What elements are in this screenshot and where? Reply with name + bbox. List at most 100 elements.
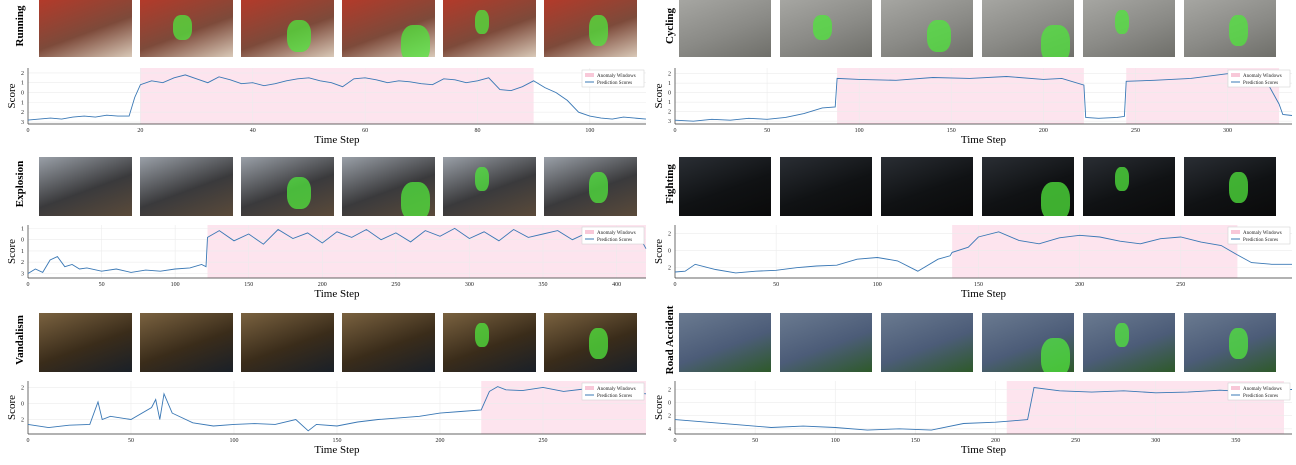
- video-frame-thumbnail: [679, 157, 771, 216]
- anomaly-window: [140, 68, 534, 124]
- chart-panel-cycling: Cycling 0 50 100 150 200 250 300 2 1 0 1 2 3 Time Step…: [648, 0, 1296, 154]
- line-chart: 0 50 100 150 200 250 300 2 1 0 1 2 3 Time Step Score An…: [653, 68, 1293, 146]
- x-tick-label: 250: [539, 438, 548, 444]
- x-tick-label: 150: [333, 438, 342, 444]
- prediction-score-line: [27, 386, 647, 432]
- legend-box: [1227, 226, 1291, 245]
- video-frame-thumbnail: [342, 0, 435, 57]
- video-frame-thumbnail: [881, 313, 973, 372]
- video-frame-thumbnail: [342, 157, 435, 216]
- y-tick-label: 3: [21, 120, 24, 126]
- anomaly-mask-overlay: [1115, 10, 1129, 34]
- video-frame-thumbnail: [881, 157, 973, 216]
- y-axis-label: Score: [6, 83, 18, 108]
- chart-panel-explosion: Explosion 0 50 100 150 200 250 300 350 400 1 0 1 2 3 Ti…: [0, 154, 648, 308]
- video-frame-thumbnail: [140, 0, 233, 57]
- y-tick-label: 0: [21, 91, 24, 97]
- anomaly-mask-overlay: [475, 167, 489, 191]
- video-frame-thumbnail: [544, 157, 637, 216]
- x-axis-label: Time Step: [314, 288, 360, 300]
- legend-label-anomaly: Anomaly Windows: [597, 387, 636, 392]
- y-tick-label: 2: [668, 414, 671, 420]
- video-frame-thumbnail: [780, 0, 872, 57]
- x-axis-label: Time Step: [961, 288, 1007, 300]
- x-tick-label: 0: [674, 282, 677, 288]
- legend-label-prediction: Prediction Scores: [597, 81, 632, 86]
- y-tick-label: 2: [21, 260, 24, 266]
- legend-swatch-window: [585, 230, 594, 234]
- x-tick-label: 100: [855, 128, 864, 134]
- x-tick-label: 200: [1039, 128, 1048, 134]
- x-tick-label: 80: [474, 128, 480, 134]
- prediction-score-line: [674, 386, 1292, 431]
- legend: Anomaly Windows Prediction Scores: [581, 69, 645, 88]
- video-frame-thumbnail: [443, 313, 536, 372]
- video-frame-thumbnail: [780, 313, 872, 372]
- video-frame-thumbnail: [140, 313, 233, 372]
- x-tick-label: 400: [612, 282, 621, 288]
- legend-label-prediction: Prediction Scores: [1243, 238, 1278, 243]
- row-label: Running: [14, 5, 26, 47]
- chart-panel-fighting: Fighting 0 50 100 150 200 250 2 0 2 Time Step Score…: [648, 154, 1296, 308]
- legend-label-anomaly: Anomaly Windows: [597, 231, 636, 236]
- x-tick-label: 0: [27, 282, 30, 288]
- x-axis-label: Time Step: [314, 134, 360, 146]
- y-tick-label: 3: [21, 271, 24, 277]
- video-frame-thumbnail: [1083, 157, 1175, 216]
- legend: Anomaly Windows Prediction Scores: [1227, 69, 1291, 88]
- y-tick-label: 0: [668, 249, 671, 255]
- y-tick-label: 2: [21, 385, 24, 391]
- x-tick-label: 200: [991, 438, 1000, 444]
- x-tick-label: 50: [752, 438, 758, 444]
- x-tick-label: 0: [27, 438, 30, 444]
- legend-box: [581, 382, 645, 401]
- video-frame-thumbnail: [39, 157, 132, 216]
- x-tick-label: 150: [947, 128, 956, 134]
- x-tick-label: 100: [873, 282, 882, 288]
- anomaly-mask-overlay: [475, 10, 489, 34]
- row-label: Fighting: [664, 164, 676, 204]
- y-tick-label: 4: [668, 427, 671, 433]
- video-frame-thumbnail: [1184, 313, 1276, 372]
- x-tick-label: 0: [27, 128, 30, 134]
- legend-label-anomaly: Anomaly Windows: [1243, 231, 1282, 236]
- x-tick-label: 350: [1231, 438, 1240, 444]
- x-tick-label: 300: [465, 282, 474, 288]
- line-chart: 0 50 100 150 200 250 300 350 2 0 2 4 Time Step Score A…: [653, 381, 1292, 456]
- anomaly-mask-overlay: [589, 15, 608, 46]
- x-tick-label: 20: [137, 128, 143, 134]
- y-tick-label: 1: [21, 226, 24, 232]
- legend: Anomaly Windows Prediction Scores: [1227, 382, 1291, 401]
- x-tick-label: 350: [539, 282, 548, 288]
- video-frame-thumbnail: [342, 313, 435, 372]
- anomaly-mask-overlay: [1115, 167, 1129, 191]
- video-frame-thumbnail: [1184, 157, 1276, 216]
- legend: Anomaly Windows Prediction Scores: [581, 382, 645, 401]
- x-tick-label: 60: [362, 128, 368, 134]
- line-chart: 0 20 40 60 80 100 2 1 0 1 2 3 Time Step Score Anomaly …: [6, 68, 647, 146]
- anomaly-mask-overlay: [475, 323, 489, 347]
- row-label: Cycling: [664, 7, 676, 45]
- x-tick-label: 150: [974, 282, 983, 288]
- video-frame-thumbnail: [679, 0, 771, 57]
- x-axis-label: Time Step: [314, 444, 360, 456]
- x-tick-label: 0: [674, 438, 677, 444]
- anomaly-mask-overlay: [1041, 182, 1070, 216]
- x-tick-label: 40: [250, 128, 256, 134]
- legend-label-anomaly: Anomaly Windows: [1243, 74, 1282, 79]
- legend-label-anomaly: Anomaly Windows: [1243, 387, 1282, 392]
- video-frame-thumbnail: [443, 157, 536, 216]
- anomaly-mask-overlay: [287, 177, 311, 209]
- anomaly-mask-overlay: [1041, 25, 1070, 57]
- video-frame-thumbnail: [241, 157, 334, 216]
- y-tick-label: 2: [21, 110, 24, 116]
- y-tick-label: 1: [21, 249, 24, 255]
- x-tick-label: 250: [1176, 282, 1185, 288]
- video-frame-thumbnail: [1083, 0, 1175, 57]
- anomaly-mask-overlay: [401, 182, 430, 216]
- anomaly-mask-overlay: [287, 20, 311, 52]
- x-tick-label: 150: [244, 282, 253, 288]
- video-frame-thumbnail: [982, 0, 1074, 57]
- y-axis-label: Score: [653, 395, 665, 420]
- anomaly-mask-overlay: [1229, 172, 1248, 203]
